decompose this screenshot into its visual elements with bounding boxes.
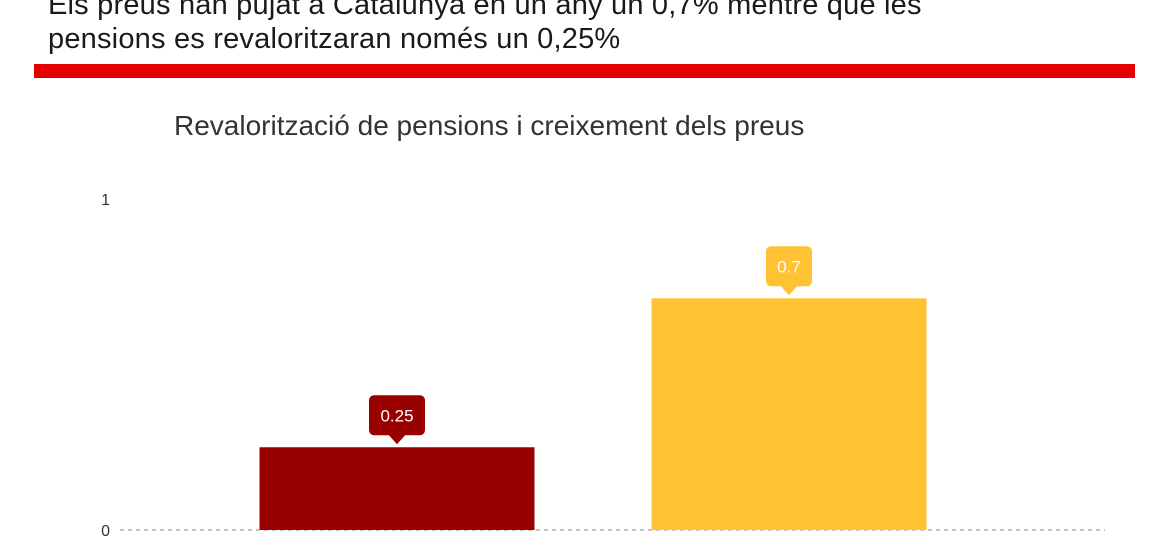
data-label: 0.7 <box>777 257 801 276</box>
bar <box>651 298 927 530</box>
data-label-bubble <box>766 246 812 287</box>
y-tick-label: 0 <box>101 523 110 540</box>
headline-line-1: Els preus han pujat a Catalunya en un an… <box>48 0 922 21</box>
bar <box>259 447 535 530</box>
data-label-bubble <box>369 395 425 436</box>
data-label-pointer <box>780 285 798 296</box>
headline: Els preus han pujat a Catalunya en un an… <box>48 0 1128 56</box>
headline-line-2: pensions es revaloritzaran només un 0,25… <box>48 23 621 55</box>
headline-divider <box>34 64 1135 78</box>
y-tick-label: 1 <box>101 192 110 209</box>
data-label: 0.25 <box>380 406 413 425</box>
chart-title: Revalorització de pensions i creixement … <box>174 110 805 141</box>
data-label-pointer <box>388 434 406 445</box>
